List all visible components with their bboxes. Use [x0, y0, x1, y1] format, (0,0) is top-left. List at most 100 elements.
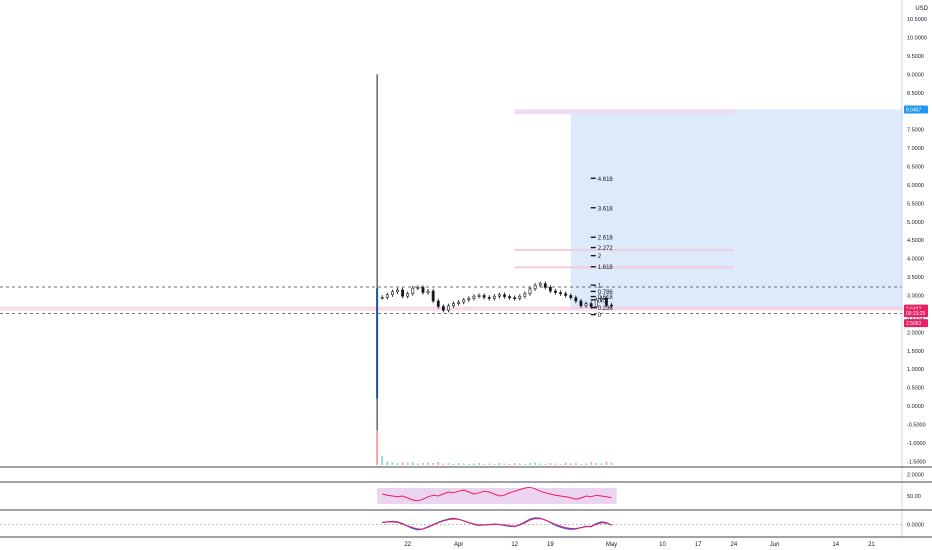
candle-body: [467, 298, 471, 301]
price-badge[interactable]: [904, 105, 928, 114]
volume-bar: [406, 462, 409, 465]
volume-bar: [569, 463, 572, 465]
highlight-zone: [514, 266, 734, 269]
volume-bar: [386, 461, 389, 465]
price-tick-label: 5.0000: [907, 220, 924, 226]
price-tick-label: 7.0000: [907, 146, 924, 152]
candle-body: [528, 288, 532, 294]
volume-bar: [447, 463, 450, 465]
macd-line: [382, 518, 612, 530]
candle-body: [579, 300, 583, 307]
fib-level-label: 2: [598, 254, 602, 260]
candle-body: [589, 303, 593, 307]
price-badge-label[interactable]: 8.0467: [906, 107, 922, 113]
volume-bar: [457, 463, 460, 465]
candle-body: [416, 287, 420, 289]
candle-body: [503, 294, 506, 297]
volume-bar: [564, 462, 567, 465]
candle-body: [498, 294, 501, 297]
price-tick-label: 9.5000: [907, 54, 924, 60]
candle-body: [487, 297, 491, 299]
candle-body: [513, 297, 517, 299]
price-tick-label: 7.5000: [907, 128, 924, 134]
candle-body: [594, 299, 598, 307]
time-tick-label: 17: [695, 542, 702, 548]
volume-bar: [528, 463, 531, 465]
candle-body: [605, 298, 608, 306]
volume-bar: [416, 463, 419, 465]
candle-body: [380, 297, 384, 299]
time-axis[interactable]: 22 Apr 12 19 May 10 17 24 Jun 14 21: [404, 542, 875, 548]
main-price-pane[interactable]: 4.618 3.618 2.618 2.272 2 1.618 10.7860.6180.5…: [0, 74, 902, 465]
price-badge-label[interactable]: 2.5063: [906, 321, 922, 327]
volume-bar: [396, 463, 399, 465]
time-tick-label: 12: [511, 542, 518, 548]
volume-bar: [432, 463, 435, 465]
candle-body: [482, 295, 486, 298]
fib-level-label: 4.618: [598, 177, 614, 183]
price-tick-label: 9.0000: [907, 72, 924, 78]
price-badge[interactable]: [904, 319, 928, 328]
volume-bar: [493, 464, 496, 465]
fib-level-label: 0: [598, 313, 602, 319]
volume-bar: [579, 464, 582, 465]
fib-level-label: 0.618: [598, 295, 614, 301]
candle-body: [436, 300, 440, 307]
volume-bar: [381, 456, 384, 465]
volume-bar: [523, 464, 526, 465]
entry-price-band: [0, 306, 902, 311]
volume-bar: [472, 463, 475, 465]
volume-bar: [595, 463, 598, 465]
volume-bar: [590, 462, 593, 465]
candle-body: [492, 295, 496, 299]
fib-level-label: 2.272: [598, 246, 614, 252]
oscillator-line: [382, 486, 612, 502]
candle-body: [390, 291, 394, 296]
candle-body: [452, 303, 455, 307]
oscillator-tick-label: 50.00: [907, 494, 921, 500]
volume-tick-label: 2.0000: [907, 473, 924, 479]
candle-body: [538, 283, 542, 286]
price-axis[interactable]: USD10.500010.00009.50009.00008.50008.000…: [0, 0, 932, 538]
fib-level-label: 2.618: [598, 236, 614, 242]
price-tick-label: 6.0000: [907, 183, 924, 189]
price-tick-label: 8.5000: [907, 91, 924, 97]
time-tick-label: 14: [832, 542, 839, 548]
price-tick-label: 1.0000: [907, 367, 924, 373]
volume-bar: [610, 462, 613, 465]
volume-bar: [559, 464, 562, 465]
candle-body: [533, 284, 537, 290]
spike-candle-body: [376, 288, 379, 399]
volume-bar: [518, 463, 521, 465]
volume-bar: [600, 463, 603, 465]
candle-body: [447, 305, 450, 311]
volume-bar: [411, 462, 414, 465]
price-tick-label: 4.5000: [907, 238, 924, 244]
volume-bar: [467, 464, 470, 465]
candle-body: [599, 298, 603, 301]
oscillator-band: [377, 488, 617, 504]
candle-body: [518, 295, 522, 299]
volume-bar: [401, 462, 404, 465]
candle-body: [431, 290, 435, 302]
spike-volume-bar: [376, 430, 379, 465]
candle-body: [543, 283, 547, 288]
time-tick-label: 22: [404, 542, 411, 548]
fib-level-label: 1: [598, 284, 602, 290]
volume-bar: [437, 462, 440, 465]
price-badge-label[interactable]: 00:23:25: [906, 311, 926, 317]
volume-bar: [498, 463, 501, 465]
volume-bar: [534, 462, 537, 465]
candle-body: [508, 296, 512, 298]
price-tick-label: 3.5000: [907, 275, 924, 281]
price-badge[interactable]: [904, 309, 928, 318]
macd-pane: 0.0000: [0, 517, 924, 531]
price-tick-label: 6.5000: [907, 164, 924, 170]
volume-bar: [462, 463, 465, 465]
volume-bar: [452, 464, 455, 465]
fib-level-label: 3.618: [598, 206, 614, 212]
long-position-box: [570, 109, 902, 309]
volume-bar: [503, 463, 506, 465]
volume-bar: [508, 464, 511, 465]
